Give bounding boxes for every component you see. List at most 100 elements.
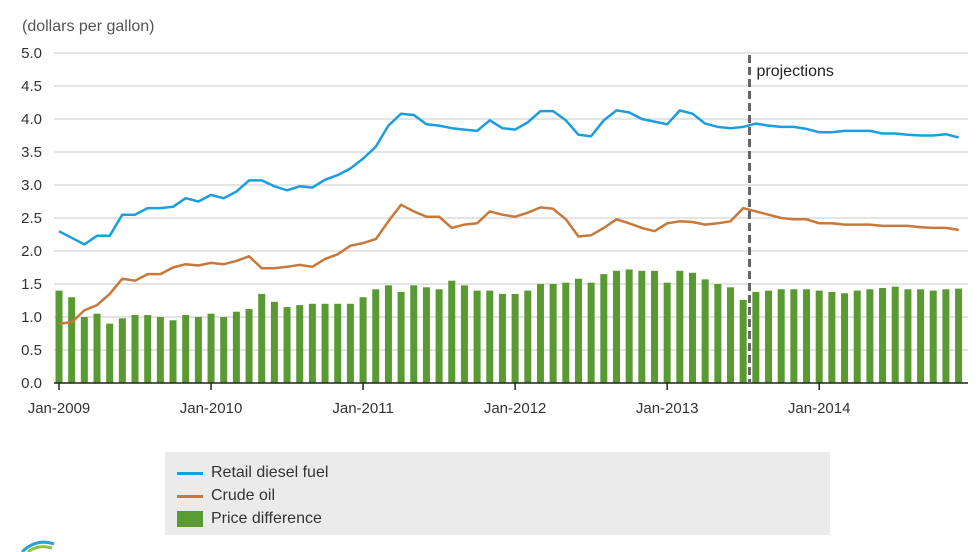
- bar-price-difference: [270, 301, 278, 383]
- bar-price-difference: [296, 305, 304, 383]
- y-tick-label: 3.0: [21, 177, 42, 194]
- x-tick-label: Jan-2009: [28, 400, 91, 417]
- bar-price-difference: [917, 289, 925, 383]
- bar-price-difference: [828, 291, 836, 383]
- bar-price-difference: [625, 269, 633, 383]
- y-tick-label: 2.0: [21, 243, 42, 260]
- y-tick-label: 0.5: [21, 342, 42, 359]
- legend-item-diesel: Retail diesel fuel: [177, 464, 328, 482]
- legend-label: Price difference: [211, 510, 322, 527]
- legend-label: Retail diesel fuel: [211, 464, 329, 481]
- bar-price-difference: [790, 289, 798, 383]
- bar-price-difference: [841, 293, 849, 383]
- bar-price-difference: [904, 289, 912, 383]
- x-tick-label: Jan-2013: [636, 400, 699, 417]
- bar-price-difference: [169, 320, 177, 383]
- bar-price-difference: [866, 289, 874, 383]
- bar-price-difference: [600, 274, 608, 383]
- bar-price-difference: [283, 307, 291, 383]
- bar-price-difference: [473, 290, 481, 383]
- y-tick-label: 4.5: [21, 78, 42, 95]
- bar-price-difference: [689, 272, 696, 383]
- x-tick-label: Jan-2011: [332, 400, 393, 417]
- legend-item-crude: Crude oil: [177, 487, 275, 505]
- legend-swatch-difference: [177, 511, 203, 527]
- bar-price-difference: [144, 315, 152, 383]
- bar-price-difference: [435, 289, 443, 383]
- bar-price-difference: [714, 284, 722, 383]
- bar-price-difference: [384, 285, 392, 383]
- bar-price-difference: [955, 288, 963, 383]
- bar-price-difference: [308, 303, 316, 383]
- eia-logo-icon: [20, 540, 55, 552]
- line-crude-oil: [58, 203, 959, 325]
- bar-price-difference: [777, 289, 785, 383]
- bar-price-difference: [220, 317, 228, 383]
- y-tick-label: 1.0: [21, 309, 42, 326]
- bar-price-difference: [106, 323, 114, 383]
- bar-price-difference: [207, 313, 215, 383]
- bar-price-difference: [701, 279, 709, 383]
- bar-price-difference: [460, 285, 468, 383]
- bar-price-difference: [803, 289, 811, 383]
- bar-price-difference: [397, 291, 405, 383]
- legend: Retail diesel fuel Crude oil Price diffe…: [165, 452, 830, 535]
- bar-price-difference: [258, 293, 266, 383]
- bar-price-difference: [131, 315, 139, 383]
- y-tick-label: 0.0: [21, 375, 42, 392]
- bar-price-difference: [93, 313, 101, 383]
- bar-price-difference: [879, 287, 887, 383]
- line-retail-diesel: [58, 109, 959, 246]
- y-tick-label: 5.0: [21, 45, 42, 62]
- bar-price-difference: [422, 287, 430, 383]
- bar-price-difference: [765, 290, 773, 383]
- legend-label: Crude oil: [211, 487, 276, 504]
- bar-price-difference: [372, 289, 380, 383]
- bar-price-difference: [55, 290, 63, 383]
- bar-price-difference: [739, 299, 747, 383]
- bar-price-difference: [80, 317, 88, 383]
- bar-price-difference: [68, 297, 76, 383]
- bar-price-difference: [676, 270, 684, 383]
- bar-price-difference: [321, 303, 329, 383]
- bar-price-difference: [727, 287, 735, 383]
- bar-price-difference: [486, 290, 494, 383]
- bar-price-difference: [524, 290, 532, 383]
- bar-price-difference: [182, 315, 190, 383]
- bar-price-difference: [549, 284, 557, 383]
- bar-price-difference: [663, 282, 671, 383]
- bar-price-difference: [562, 282, 570, 383]
- legend-swatch-diesel: [177, 471, 203, 475]
- bar-price-difference: [853, 290, 861, 383]
- bar-price-difference: [574, 278, 582, 383]
- bar-price-difference: [511, 293, 519, 383]
- bar-price-difference: [410, 285, 418, 383]
- bar-price-difference: [359, 297, 367, 383]
- x-tick-label: Jan-2010: [180, 400, 243, 417]
- bar-price-difference: [346, 303, 354, 383]
- x-tick-label: Jan-2014: [788, 400, 851, 417]
- bar-price-difference: [536, 284, 544, 383]
- bar-price-difference: [638, 270, 646, 383]
- y-tick-label: 4.0: [21, 111, 42, 128]
- legend-item-difference: Price difference: [177, 510, 322, 528]
- bar-price-difference: [891, 286, 899, 383]
- y-tick-label: 2.5: [21, 210, 42, 227]
- bar-price-difference: [752, 291, 760, 383]
- y-axis-unit-label: (dollars per gallon): [22, 18, 155, 35]
- bar-price-difference: [929, 290, 937, 383]
- projections-label: projections: [757, 63, 834, 80]
- bar-price-difference: [448, 280, 456, 383]
- x-tick-label: Jan-2012: [484, 400, 547, 417]
- bar-price-difference: [232, 311, 240, 383]
- y-tick-label: 1.5: [21, 276, 42, 293]
- y-tick-label: 3.5: [21, 144, 42, 161]
- bar-price-difference: [942, 289, 950, 383]
- bar-price-difference: [612, 270, 620, 383]
- bar-price-difference: [650, 270, 658, 383]
- bar-price-difference: [587, 282, 595, 383]
- legend-swatch-crude: [177, 494, 203, 498]
- bar-price-difference: [498, 293, 506, 383]
- bar-price-difference: [334, 303, 342, 383]
